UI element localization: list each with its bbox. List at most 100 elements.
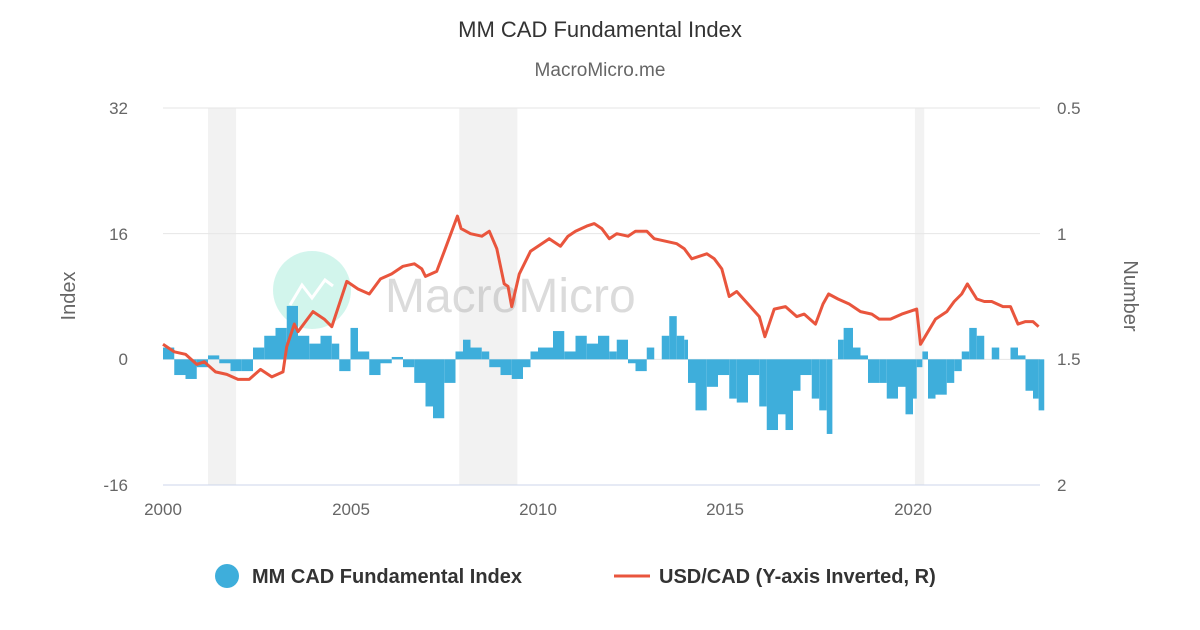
- usdcad-line: [162, 214, 1040, 381]
- index-bar: [898, 359, 906, 387]
- index-bar: [688, 359, 696, 383]
- index-bar: [391, 356, 403, 360]
- index-bar: [976, 335, 985, 360]
- index-bar: [403, 359, 415, 368]
- index-bar: [320, 335, 332, 360]
- index-bar: [264, 335, 276, 360]
- y-left-tick-label: 0: [119, 350, 128, 369]
- index-bar: [500, 359, 512, 376]
- index-bar: [208, 355, 220, 360]
- index-bar: [609, 351, 617, 360]
- index-bar: [676, 335, 685, 360]
- index-bar: [928, 359, 936, 399]
- index-bar: [706, 359, 718, 387]
- index-bar: [1038, 359, 1045, 411]
- index-bar: [1033, 359, 1039, 399]
- index-bar: [759, 359, 767, 407]
- index-bar: [564, 351, 576, 360]
- index-bar: [553, 331, 565, 360]
- index-bar: [350, 327, 358, 360]
- watermark-circle: [273, 251, 351, 329]
- index-bar: [969, 327, 977, 360]
- index-bar: [523, 359, 531, 368]
- y-left-tick-label: 32: [109, 99, 128, 118]
- chart-subtitle: MacroMicro.me: [534, 60, 666, 81]
- index-bar: [309, 343, 321, 360]
- index-bar: [922, 351, 928, 360]
- y-left-tick-label: -16: [103, 476, 128, 495]
- index-bar: [793, 359, 801, 391]
- index-bar: [819, 359, 827, 411]
- index-bar: [598, 335, 610, 360]
- y-left-tick-label: 16: [109, 225, 128, 244]
- y-right-tick-label: 2: [1057, 476, 1066, 495]
- recession-band: [914, 108, 925, 485]
- index-bar: [695, 359, 707, 411]
- index-bar: [463, 339, 471, 360]
- index-bar: [913, 359, 917, 399]
- index-bar: [185, 359, 197, 379]
- x-tick-label: 2015: [706, 500, 744, 519]
- index-bar: [886, 359, 898, 399]
- recession-band: [459, 108, 518, 485]
- index-bar: [380, 359, 392, 364]
- index-bar: [879, 359, 887, 383]
- index-bar: [838, 339, 844, 360]
- index-bar: [853, 347, 861, 360]
- x-tick-label: 2010: [519, 500, 557, 519]
- y-right-tick-label: 1.5: [1057, 350, 1081, 369]
- y-left-axis-title: Index: [58, 272, 80, 321]
- index-bar: [868, 359, 880, 383]
- index-bar: [298, 335, 310, 360]
- index-bar: [669, 316, 677, 360]
- legend-label: MM CAD Fundamental Index: [252, 566, 522, 588]
- index-bar: [455, 351, 463, 360]
- index-bar: [718, 359, 730, 376]
- index-bar: [174, 359, 186, 376]
- index-bar: [961, 351, 970, 360]
- index-bar: [748, 359, 760, 376]
- legend: MM CAD Fundamental Index USD/CAD (Y-axis…: [215, 564, 936, 588]
- index-bar: [991, 347, 1000, 360]
- index-bar: [684, 339, 688, 360]
- index-bar: [230, 359, 242, 372]
- index-bar: [1018, 355, 1026, 360]
- index-bar: [635, 359, 647, 372]
- y-right-tick-label: 1: [1057, 225, 1066, 244]
- index-bar: [826, 359, 833, 434]
- index-bar: [916, 359, 923, 368]
- legend-bullet-icon: [215, 564, 239, 588]
- index-bar: [241, 359, 253, 372]
- y-right-axis-title: Number: [1119, 260, 1141, 331]
- index-bar: [331, 343, 340, 360]
- index-bar: [369, 359, 381, 376]
- legend-item-usdcad[interactable]: USD/CAD (Y-axis Inverted, R): [614, 566, 936, 588]
- index-bar: [778, 359, 786, 415]
- index-bar: [646, 347, 655, 360]
- index-bar: [489, 359, 501, 368]
- index-bar: [425, 359, 433, 407]
- index-bar: [530, 351, 538, 360]
- index-bar: [954, 359, 962, 372]
- index-bar: [766, 359, 778, 431]
- index-bar: [811, 359, 820, 399]
- index-bar: [538, 347, 553, 360]
- index-bar: [575, 335, 587, 360]
- y-right-tick-label: 0.5: [1057, 99, 1081, 118]
- index-bar: [1010, 347, 1018, 360]
- recession-band: [208, 108, 237, 485]
- index-bar: [586, 343, 598, 360]
- x-tick-label: 2020: [894, 500, 932, 519]
- index-bar: [414, 359, 426, 383]
- index-bar: [628, 359, 636, 364]
- index-bar: [433, 359, 445, 419]
- legend-item-index[interactable]: MM CAD Fundamental Index: [215, 564, 522, 588]
- index-bar: [661, 335, 670, 360]
- index-bar: [253, 347, 265, 360]
- index-bar: [736, 359, 748, 403]
- x-tick-label: 2000: [144, 500, 182, 519]
- index-bar: [785, 359, 793, 431]
- index-bar: [946, 359, 955, 383]
- index-bar: [860, 355, 868, 360]
